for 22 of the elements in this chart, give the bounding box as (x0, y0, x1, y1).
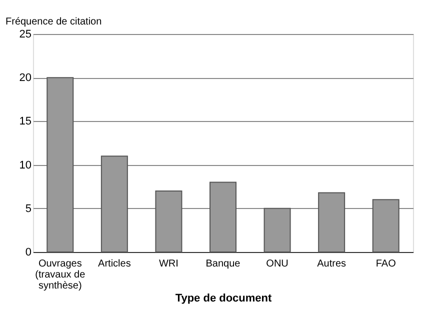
bar (100, 156, 128, 252)
bar (318, 192, 346, 252)
x-tick-label: WRI (158, 258, 178, 270)
x-axis-title: Type de document (175, 292, 272, 304)
y-axis-title: Fréquence de citation (6, 16, 102, 28)
y-tick-label: 10 (19, 159, 32, 172)
y-tick-label: 20 (19, 72, 32, 84)
bar (46, 77, 74, 252)
y-tick-label: 0 (25, 246, 32, 258)
x-tick-label: Banque (206, 258, 241, 270)
x-tick-label: Ouvrages (travaux de synthèse) (35, 258, 86, 292)
x-tick-label: ONU (266, 258, 288, 270)
bar (264, 208, 291, 252)
bar (372, 199, 400, 252)
x-tick-label: FAO (376, 258, 396, 270)
y-tick-label: 25 (19, 28, 32, 40)
x-tick-label: Autres (317, 258, 346, 270)
x-tick-label: Articles (98, 258, 131, 270)
bar (210, 182, 236, 252)
bar (155, 190, 182, 252)
y-tick-label: 5 (25, 202, 32, 215)
y-tick-label: 15 (19, 116, 32, 128)
